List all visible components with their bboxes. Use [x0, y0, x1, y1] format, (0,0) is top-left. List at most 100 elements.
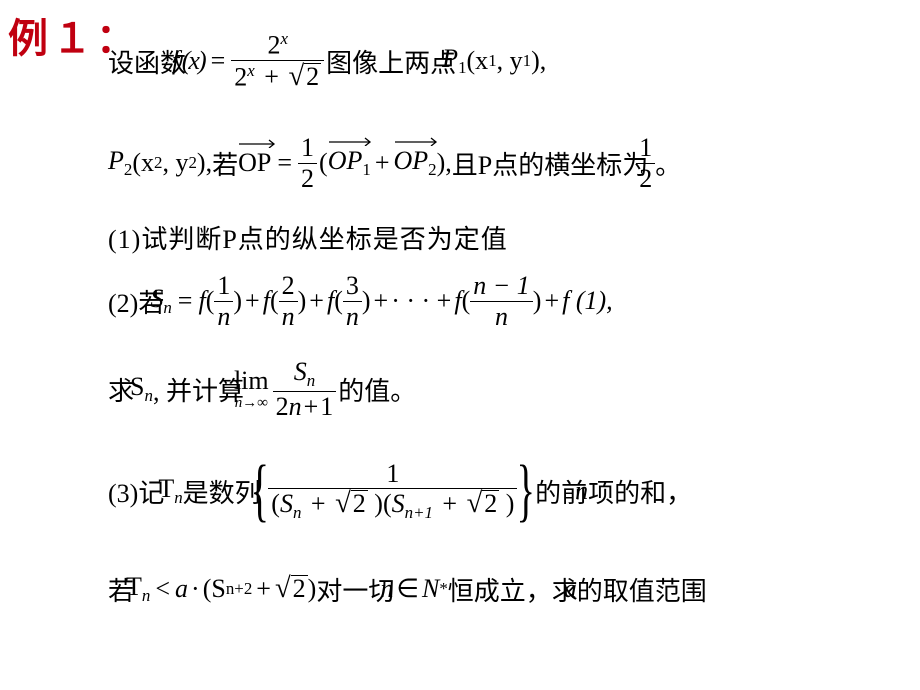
l7-sqrt: √2 [275, 575, 308, 604]
l2-txt3: 且P点的横坐标为 [452, 145, 648, 182]
l7-lp: ( [203, 574, 212, 604]
l5-frac: Sn 2n+1 [273, 358, 337, 420]
line-3: (1)试判断P点的纵坐标是否为定值 [108, 224, 508, 250]
limit: lim n→∞ [234, 368, 269, 411]
l4-lp2: ( [270, 286, 279, 316]
l1-dena: 2 [234, 62, 247, 91]
l4-rp4: ) [533, 286, 542, 316]
l5-frdplus: + [304, 392, 319, 421]
l4-fr2d: n [279, 303, 298, 330]
page: 例１： 设函数 f (x) = 2x 2x + √2 图像上两点 P1 (x1 … [0, 0, 920, 690]
l1-plus: + [264, 62, 279, 91]
l1-args1: (x [467, 46, 489, 76]
l4-f4: f [454, 286, 461, 316]
l1-P1sub: 1 [458, 58, 466, 77]
l6-Tsub: n [174, 488, 182, 507]
l4-fr1: 1n [214, 272, 233, 330]
l1-P1sym: P [442, 44, 458, 73]
l7-post: 的取值范围 [577, 571, 707, 608]
l5-frn: S [294, 357, 307, 386]
l5-frd2: 2 [276, 392, 289, 421]
l4-eq: = [178, 286, 193, 316]
l4-f3: f [327, 286, 334, 316]
l4-fr1n: 1 [214, 272, 233, 299]
vec-OP2: OP2 [394, 146, 437, 180]
l4-fr4: n − 1n [470, 272, 533, 330]
l4-p1: + [245, 286, 260, 316]
l6-sqrt2: √2 [467, 490, 500, 519]
l6-frn: 1 [383, 460, 402, 487]
l2-rhalf-d: 2 [636, 165, 655, 192]
l2-closeb: ), [197, 148, 212, 178]
l3-txt: (1)试判断P点的纵坐标是否为定值 [108, 219, 508, 256]
l4-p4: + [544, 286, 559, 316]
l6-sqrt1: √2 [335, 490, 368, 519]
l4-lp1: ( [206, 286, 215, 316]
line-6: (3)记 Tn 是数列 { 1 (Sn + √2 )(Sn+1 + √2 ) }… [108, 478, 692, 504]
l2-comma2: , y [162, 148, 188, 178]
l2-P2: P2 [108, 146, 132, 180]
l2-b2s: 2 [188, 153, 196, 173]
l4-lp3: ( [334, 286, 343, 316]
l2-OP2sub: 2 [428, 160, 436, 179]
l1-sqrt: √2 [288, 63, 321, 92]
l1-close: ), [531, 46, 546, 76]
l7-N: N [422, 574, 439, 604]
vec-OP1: OP1 [328, 146, 371, 180]
line-7: 若 Tn < a · ( Sn+2 + √2 ) 对一切 n ∈ N* 恒成立，… [108, 576, 707, 602]
l1-sqrt2: 2 [304, 63, 321, 92]
l1-a1s: 1 [488, 51, 496, 71]
l7-Tn: Tn [126, 572, 150, 606]
l2-args2: (x [132, 148, 154, 178]
l5-frns: n [307, 371, 315, 390]
l2-rpar: ), [437, 148, 452, 178]
l4-fr4n: n − 1 [470, 272, 533, 299]
l6-Sbsub: n+1 [405, 503, 433, 522]
l6-frac: 1 (Sn + √2 )(Sn+1 + √2 ) [268, 460, 517, 522]
l7-a2: a [564, 574, 577, 604]
l2-ruo: 若 [212, 145, 238, 182]
l2-P2sub: 2 [124, 160, 132, 179]
l7-plus: + [256, 574, 271, 604]
l2-half: 1 2 [298, 134, 317, 192]
l4-S: S [150, 284, 163, 313]
l4-rp1: ) [233, 286, 242, 316]
l7-lt: < [155, 574, 170, 604]
line-2: P2 (x2 , y2 ), 若 OP = 1 2 ( OP1 + OP2 ),… [108, 150, 681, 176]
l7-S: S [211, 574, 225, 604]
l4-fr3: 3n [343, 272, 362, 330]
l1-eq: = [211, 46, 226, 76]
l5-Sn: Sn [130, 372, 153, 406]
l4-fr3d: n [343, 303, 362, 330]
l2-plus: + [375, 148, 390, 178]
l2-period: 。 [655, 145, 681, 182]
l4-p3: + [374, 286, 389, 316]
l6-brace: { 1 (Sn + √2 )(Sn+1 + √2 ) } [251, 460, 535, 522]
l5-Ssub: n [144, 386, 152, 405]
l1-post: 图像上两点 [326, 43, 456, 80]
l7-Ssub: n+2 [226, 579, 252, 599]
l7-n: n [380, 574, 393, 604]
l4-p2: + [309, 286, 324, 316]
l1-num: 2 [267, 31, 280, 60]
l4-last: f (1), [562, 286, 613, 316]
l6-sq1: 2 [351, 490, 368, 519]
l4-Sn: Sn [150, 284, 171, 318]
l5-post: 的值。 [338, 371, 416, 408]
line-5: 求 Sn , 并计算 lim n→∞ Sn 2n+1 的值。 [108, 376, 416, 402]
l1-dena-exp: x [247, 61, 255, 80]
l2-eq: = [277, 148, 292, 178]
l5-frdn: n [289, 392, 302, 421]
l6-post2: 项的和， [588, 473, 692, 510]
l4-lp4: ( [462, 286, 471, 316]
l2-lpar: ( [319, 148, 328, 178]
l1-frac: 2x 2x + √2 [231, 30, 324, 91]
l2-rhalf: 1 2 [636, 134, 655, 192]
l4-fr3n: 3 [343, 272, 362, 299]
l4-rp3: ) [362, 286, 371, 316]
l6-Sb: S [392, 489, 405, 518]
l6-n: n [575, 476, 588, 506]
l7-star: * [439, 579, 447, 599]
l2-half-d: 2 [298, 165, 317, 192]
l7-T: T [126, 572, 142, 601]
